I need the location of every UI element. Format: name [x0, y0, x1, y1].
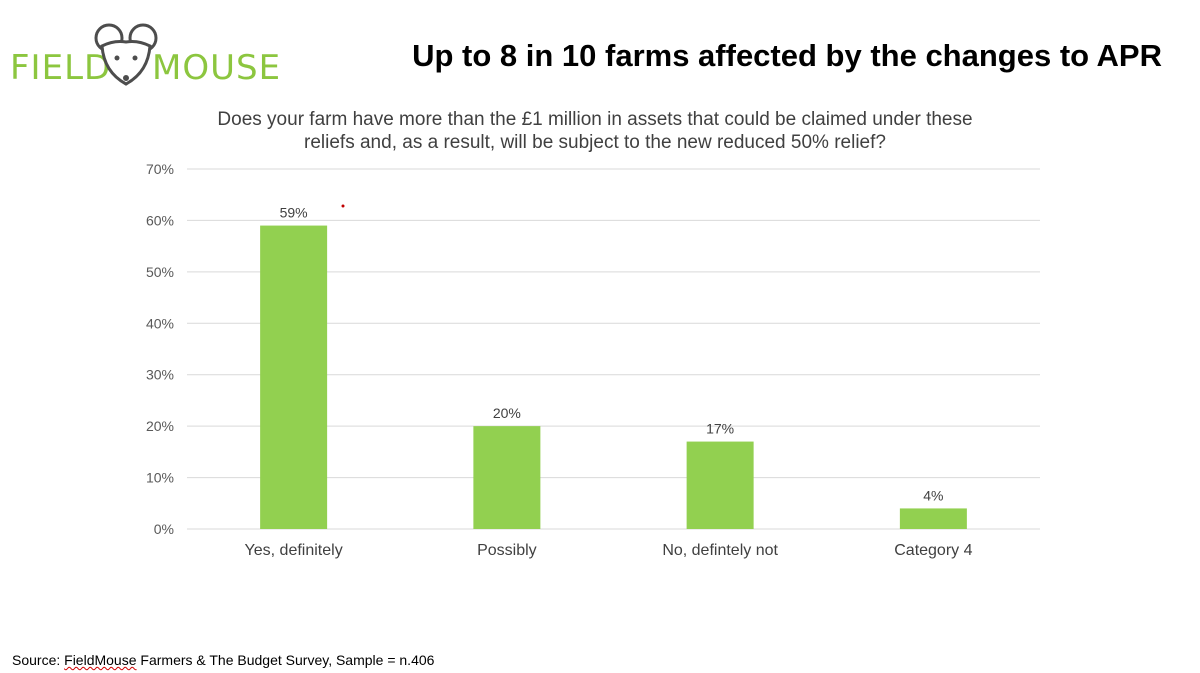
source-note: Source: FieldMouse Farmers & The Budget … — [12, 652, 434, 668]
y-tick-label: 70% — [146, 161, 174, 177]
source-brand: FieldMouse — [64, 652, 137, 668]
y-tick-label: 30% — [146, 367, 174, 383]
mouse-head-icon — [94, 23, 158, 86]
logo-text-mouse: MOUSE — [152, 48, 282, 88]
data-label: 20% — [493, 405, 521, 421]
bar — [473, 426, 541, 529]
y-tick-label: 60% — [146, 212, 174, 228]
bar-chart: 0% 10% 20% 30% 40% 50% 60% 70% 59% Yes, definitel… — [146, 161, 1040, 559]
page-title: Up to 8 in 10 farms affected by the chan… — [412, 38, 1162, 73]
bar — [260, 225, 328, 530]
bar — [686, 441, 754, 529]
chart-title: Does your farm have more than the £1 mil… — [217, 109, 973, 153]
fieldmouse-logo: FIELD MOUSE — [10, 18, 280, 88]
data-label: 59% — [280, 205, 308, 221]
y-tick-label: 40% — [146, 315, 174, 331]
logo-text-field: FIELD — [10, 48, 112, 88]
y-tick-label: 10% — [146, 470, 174, 486]
y-tick-label: 20% — [146, 418, 174, 434]
x-tick-label: No, defintely not — [662, 542, 778, 559]
data-label: 4% — [923, 487, 943, 503]
source-prefix: Source: — [12, 652, 65, 668]
x-tick-label: Category 4 — [894, 542, 972, 559]
y-tick-label: 50% — [146, 264, 174, 280]
x-tick-label: Yes, definitely — [245, 542, 343, 559]
source-rest: Farmers & The Budget Survey, Sample = n.… — [136, 652, 435, 668]
marker-dot — [341, 204, 345, 208]
x-tick-label: Possibly — [477, 542, 537, 559]
y-tick-label: 0% — [154, 521, 174, 537]
data-label: 17% — [706, 421, 734, 437]
bar — [899, 508, 967, 529]
